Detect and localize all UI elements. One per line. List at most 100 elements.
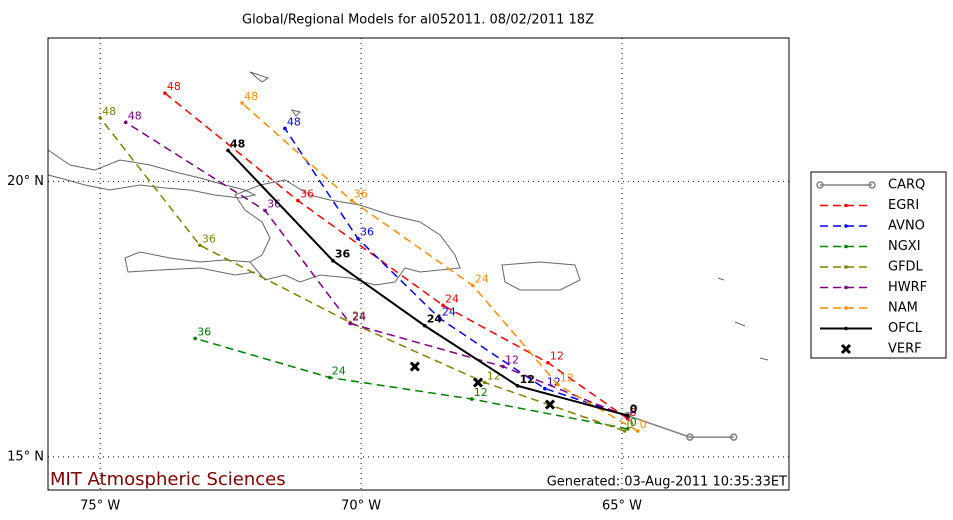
x-tick-label: 70° W xyxy=(341,499,381,514)
hour-label: 0 xyxy=(630,404,637,417)
hour-label: 24 xyxy=(352,311,366,324)
legend-marker xyxy=(840,343,852,355)
hour-label: 24 xyxy=(332,365,346,378)
hour-label: 0 xyxy=(630,406,637,419)
series: 0 12 24 36 48 xyxy=(226,137,638,418)
y-tick-label: 15° N xyxy=(7,449,44,464)
footer-right: Generated: 03-Aug-2011 10:35:33ET xyxy=(547,475,787,490)
hour-label: 48 xyxy=(287,115,301,128)
legend-box xyxy=(810,171,947,359)
point xyxy=(198,243,202,248)
hour-label: 24 xyxy=(442,306,456,319)
point xyxy=(348,321,352,326)
series: 0 12 24 36 48 xyxy=(123,109,637,419)
point xyxy=(422,323,427,328)
legend-label: NAM xyxy=(888,301,918,316)
coastlines xyxy=(47,71,769,361)
point xyxy=(163,91,167,95)
point xyxy=(193,336,197,341)
point xyxy=(625,427,630,431)
hour-label: 12 xyxy=(474,386,488,399)
hour-label: 36 xyxy=(335,248,351,261)
hour-label: 12 xyxy=(520,373,535,386)
hour-label: 12 xyxy=(505,354,519,367)
hour-label: 36 xyxy=(300,188,314,201)
point xyxy=(349,198,354,203)
hour-label: 0 xyxy=(630,403,638,416)
hour-label: 48 xyxy=(244,90,258,103)
legend-marker xyxy=(868,181,876,189)
legend-marker xyxy=(844,244,848,249)
track-line xyxy=(125,121,629,418)
hour-label: 12 xyxy=(550,350,564,363)
hour-label: 24 xyxy=(445,292,459,305)
legend-label: AVNO xyxy=(888,219,925,234)
point xyxy=(296,198,300,203)
point xyxy=(327,375,332,380)
hour-label: 48 xyxy=(167,80,181,93)
verf-marker xyxy=(409,361,420,372)
legend-marker xyxy=(844,224,848,228)
point xyxy=(546,360,550,365)
x-tick-label: 65° W xyxy=(602,499,642,514)
legend-label: HWRF xyxy=(888,280,927,295)
legend-label: CARQ xyxy=(888,178,925,193)
hour-label: 0 xyxy=(627,418,634,431)
point xyxy=(625,413,630,418)
track-line xyxy=(164,92,629,420)
legend-label: NGXI xyxy=(888,239,921,254)
verf-marker xyxy=(472,377,484,388)
point xyxy=(356,236,360,241)
hour-label: 36 xyxy=(197,325,211,338)
legend-marker xyxy=(844,306,848,310)
legend-label: VERF xyxy=(888,342,922,357)
verf-marker xyxy=(544,399,556,410)
legend-label: EGRI xyxy=(888,198,919,213)
point xyxy=(240,101,244,105)
plot-frame xyxy=(47,37,790,491)
hour-label: 12 xyxy=(560,372,574,385)
x-tick-label: 75° W xyxy=(80,499,120,514)
series: 0 12 24 36 48 xyxy=(98,105,634,433)
point xyxy=(556,382,560,387)
hour-label: 36 xyxy=(267,198,281,211)
hour-label: 36 xyxy=(354,188,368,201)
point xyxy=(515,384,520,388)
hour-label: 0 xyxy=(630,416,637,429)
point xyxy=(283,126,287,131)
point xyxy=(123,120,128,125)
point xyxy=(686,433,694,441)
hour-label: 36 xyxy=(360,226,374,239)
y-tick-label: 20° N xyxy=(7,174,44,189)
point xyxy=(469,397,474,401)
hour-label: 0 xyxy=(640,418,647,431)
series: 0 12 24 36 xyxy=(193,325,637,431)
point xyxy=(331,258,335,263)
legend-label: OFCL xyxy=(888,321,923,336)
chart-title: Global/Regional Models for al052011. 08/… xyxy=(242,13,594,28)
series: 0 12 24 36 48 xyxy=(240,90,647,433)
point xyxy=(635,429,640,433)
legend-marker xyxy=(844,265,848,269)
point xyxy=(542,386,547,391)
point xyxy=(98,116,102,120)
point xyxy=(622,429,627,433)
legend-label: GFDL xyxy=(888,260,924,275)
point xyxy=(441,303,445,308)
hour-label: 48 xyxy=(102,105,116,118)
hour-label: 24 xyxy=(352,309,366,322)
legend-marker xyxy=(844,326,848,331)
legend-marker xyxy=(816,181,824,189)
point xyxy=(501,364,505,369)
point xyxy=(470,283,475,288)
hour-label: 0 xyxy=(630,403,637,416)
hour-label: 36 xyxy=(202,232,216,245)
point xyxy=(729,433,738,441)
point xyxy=(263,208,267,213)
point xyxy=(482,380,487,385)
legend-marker xyxy=(844,285,848,290)
footer-left: MIT Atmospheric Sciences xyxy=(50,469,286,490)
track-line xyxy=(194,337,628,430)
hour-label: 48 xyxy=(230,137,245,150)
